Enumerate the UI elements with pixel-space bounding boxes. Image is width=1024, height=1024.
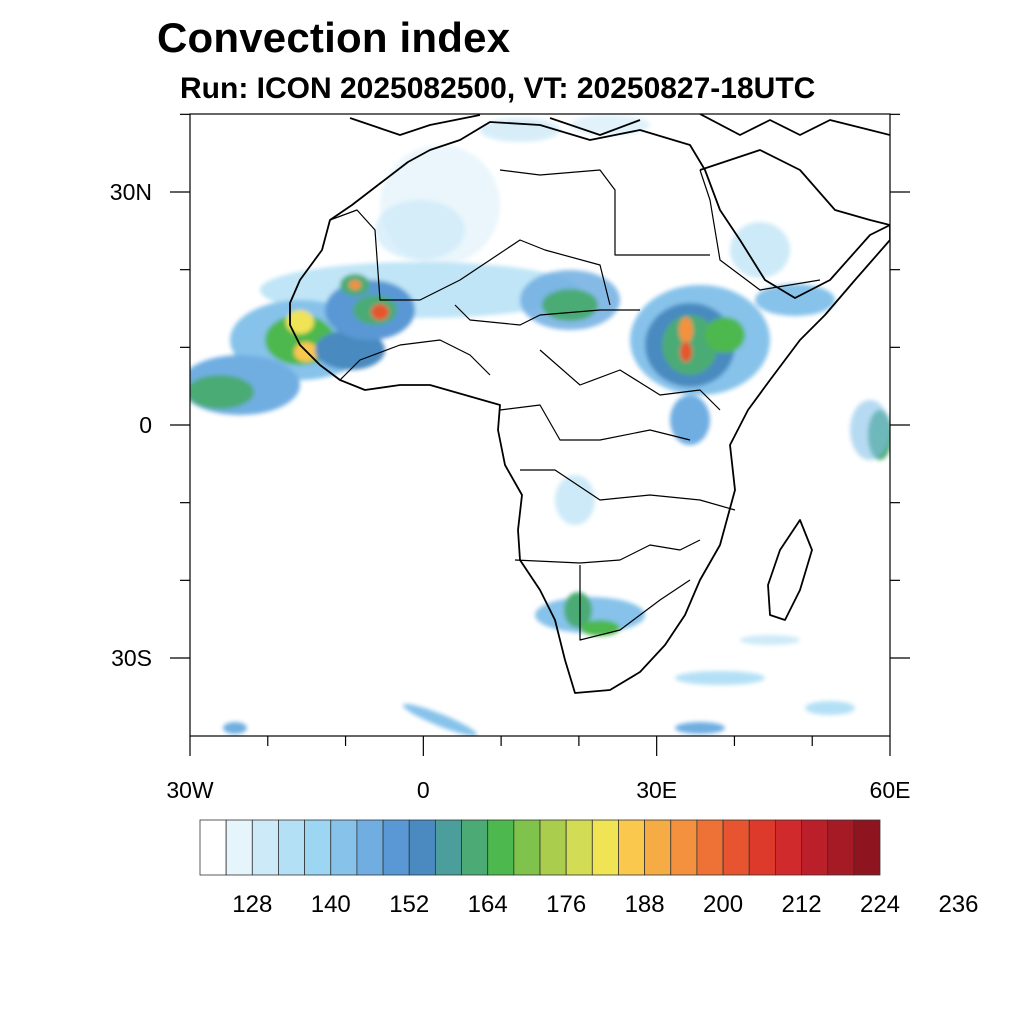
colorbar-labels: 128 140 152 164 176 188 200 212 224 236 [232,891,978,918]
colorbar-tick-label: 188 [625,891,665,918]
europe-coastline [349,114,890,136]
field-blob [402,704,478,736]
field-blob [223,722,247,734]
field-blob [730,222,790,278]
field-blob [570,115,650,135]
colorbar-swatch [330,819,358,876]
field-blob [286,310,314,334]
field-blob [670,395,710,445]
lon-tick-label: 30W [166,777,214,803]
country-border [499,404,691,441]
madagascar-coastline [767,519,813,621]
colorbar-tick-label: 140 [311,891,351,918]
country-border [520,469,736,511]
field-blob [680,342,692,362]
colorbar-swatch [513,819,541,876]
colorbar-swatch [304,819,332,876]
colorbar-swatch [408,819,436,876]
country-border [699,169,821,291]
colorbar-swatch [670,819,698,876]
lat-tick-label: 30N [110,179,152,205]
colorbar-swatch [487,819,515,876]
field-blob [555,475,595,525]
field-blob [705,317,745,353]
chart-title: Convection index [157,14,511,61]
colorbar-tick-label: 236 [938,891,978,918]
field-blob [675,722,725,734]
arabia-coastline [699,149,890,226]
chart-subtitle: Run: ICON 2025082500, VT: 20250827-18UTC [180,72,816,105]
colorbar-swatch [827,819,855,876]
colorbar [199,819,881,876]
country-border [579,565,691,641]
country-border [499,169,710,256]
coastlines [289,114,890,694]
lat-tick-label: 0 [139,412,152,438]
colorbar-swatch [591,819,619,876]
field-blob [675,671,765,685]
tick-marks [170,113,910,756]
field-blob [755,284,835,316]
field-blob [564,592,592,628]
africa-coastline [289,121,890,694]
field-blob [371,304,389,320]
field-blob [190,375,254,409]
country-border [454,304,640,326]
colorbar-swatch [539,819,567,876]
lon-tick-label: 60E [870,777,911,803]
country-border [539,349,721,411]
colorbar-tick-label: 152 [389,891,429,918]
colorbar-swatch [801,819,829,876]
field-blob [580,620,620,636]
convection-field [190,115,890,736]
colorbar-swatch [356,819,384,876]
colorbar-swatch [434,819,462,876]
field-blob [850,400,890,460]
field-blob [480,118,560,142]
colorbar-swatch [225,819,253,876]
colorbar-tick-label: 176 [546,891,586,918]
lon-tick-label: 0 [417,777,430,803]
field-blob [375,200,465,260]
colorbar-swatch [853,819,881,876]
country-border [514,539,701,564]
field-blob [315,330,385,370]
colorbar-swatch [461,819,489,876]
field-blob [805,701,855,715]
field-blob [679,317,693,343]
colorbar-tick-label: 224 [860,891,900,918]
colorbar-swatch [696,819,724,876]
colorbar-tick-label: 200 [703,891,743,918]
colorbar-swatch [199,819,227,876]
country-borders [329,169,821,641]
colorbar-tick-label: 128 [232,891,272,918]
colorbar-swatch [382,819,410,876]
field-blob [740,635,800,645]
country-border [339,339,491,381]
field-blob [542,289,598,321]
colorbar-swatch [565,819,593,876]
colorbar-swatch [644,819,672,876]
colorbar-tick-label: 164 [468,891,508,918]
colorbar-tick-label: 212 [782,891,822,918]
lat-tick-label: 30S [111,645,152,671]
colorbar-swatch [774,819,802,876]
field-blob [349,280,361,290]
colorbar-swatch [748,819,776,876]
colorbar-swatch [278,819,306,876]
country-border [329,209,611,306]
colorbar-swatch [251,819,279,876]
lon-tick-label: 30E [636,777,677,803]
axis-labels: 30N 0 30S 30W 0 30E 60E [110,179,911,803]
colorbar-swatch [618,819,646,876]
colorbar-swatch [722,819,750,876]
